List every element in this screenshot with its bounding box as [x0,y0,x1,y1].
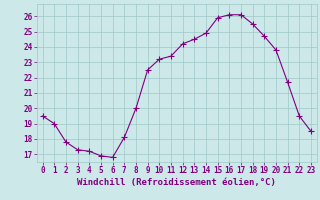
X-axis label: Windchill (Refroidissement éolien,°C): Windchill (Refroidissement éolien,°C) [77,178,276,187]
